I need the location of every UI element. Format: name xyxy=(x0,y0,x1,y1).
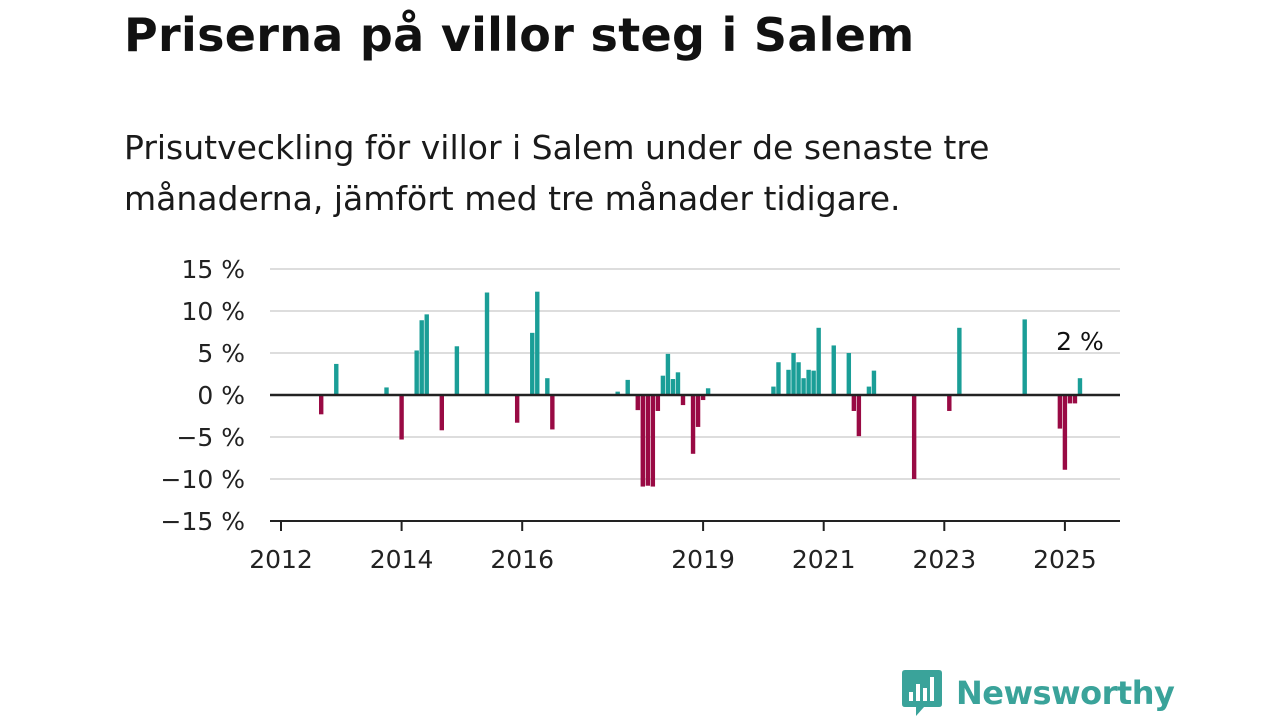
bar xyxy=(690,395,696,454)
bar xyxy=(851,395,857,411)
x-axis-labels: 2012 2014 2016 2019 2021 2023 2025 xyxy=(249,521,1097,574)
bar xyxy=(399,395,404,440)
bar xyxy=(911,395,917,479)
bar xyxy=(957,327,962,395)
bar xyxy=(1077,378,1083,395)
bar xyxy=(1067,395,1073,404)
bar xyxy=(414,350,419,395)
bar xyxy=(625,379,630,395)
bar xyxy=(424,314,429,395)
axes xyxy=(270,393,1120,522)
bar xyxy=(811,370,816,395)
bar xyxy=(615,391,620,395)
bar xyxy=(806,369,811,395)
y-tick-label: −15 % xyxy=(161,507,245,536)
bar xyxy=(866,386,872,395)
bar xyxy=(680,395,686,406)
bar xyxy=(665,353,671,395)
y-tick-label: −5 % xyxy=(176,423,245,452)
bar xyxy=(635,395,640,411)
bar xyxy=(771,386,776,395)
bar xyxy=(695,395,701,427)
bar xyxy=(550,395,555,430)
bar xyxy=(1022,319,1027,395)
x-tick-label: 2023 xyxy=(912,545,976,574)
bar xyxy=(1072,395,1078,404)
newsworthy-logo-icon xyxy=(902,670,942,716)
bar xyxy=(650,395,656,487)
bar xyxy=(454,346,460,395)
bar xyxy=(439,395,444,431)
bar xyxy=(655,395,661,411)
bar xyxy=(334,363,339,395)
newsworthy-logo: Newsworthy xyxy=(902,670,1175,716)
bar xyxy=(1062,395,1068,470)
y-tick-label: 5 % xyxy=(197,339,245,368)
x-tick-label: 2021 xyxy=(792,545,856,574)
chart-title: Priserna på villor steg i Salem xyxy=(124,8,915,62)
bar xyxy=(791,353,796,395)
y-axis-labels: 15 % 10 % 5 % 0 % −5 % −10 % −15 % xyxy=(161,255,245,536)
x-tick-label: 2019 xyxy=(671,545,735,574)
bar xyxy=(700,395,706,401)
bar xyxy=(1057,395,1063,429)
y-tick-label: 15 % xyxy=(181,255,245,284)
bar xyxy=(796,362,801,395)
y-tick-label: −10 % xyxy=(161,465,245,494)
bar xyxy=(801,378,806,395)
bar xyxy=(947,395,952,411)
bar xyxy=(530,332,535,395)
last-value-label: 2 % xyxy=(1056,327,1104,356)
bar xyxy=(545,378,550,395)
bar xyxy=(705,388,711,395)
bar xyxy=(645,395,651,486)
y-tick-label: 0 % xyxy=(197,381,245,410)
brand-name: Newsworthy xyxy=(956,674,1175,712)
bar xyxy=(675,372,681,395)
bar xyxy=(776,362,781,395)
chart-subtitle: Prisutveckling för villor i Salem under … xyxy=(124,128,990,218)
x-tick-label: 2014 xyxy=(370,545,434,574)
bar xyxy=(786,369,791,395)
bar xyxy=(816,327,821,395)
bar xyxy=(856,395,862,437)
bar xyxy=(419,320,424,395)
bar xyxy=(660,375,666,395)
bar xyxy=(831,345,836,395)
bar xyxy=(670,379,676,395)
bar xyxy=(514,395,520,423)
bar xyxy=(640,395,645,487)
bar xyxy=(319,395,324,415)
annotations: 2 % xyxy=(1056,327,1104,356)
bar xyxy=(484,292,490,395)
bar xyxy=(871,370,877,395)
x-tick-label: 2025 xyxy=(1033,545,1097,574)
bar xyxy=(384,387,389,395)
x-tick-label: 2012 xyxy=(249,545,313,574)
x-tick-label: 2016 xyxy=(490,545,554,574)
bar xyxy=(535,291,540,395)
bar xyxy=(846,353,852,395)
y-tick-label: 10 % xyxy=(181,297,245,326)
bars xyxy=(319,291,1083,487)
